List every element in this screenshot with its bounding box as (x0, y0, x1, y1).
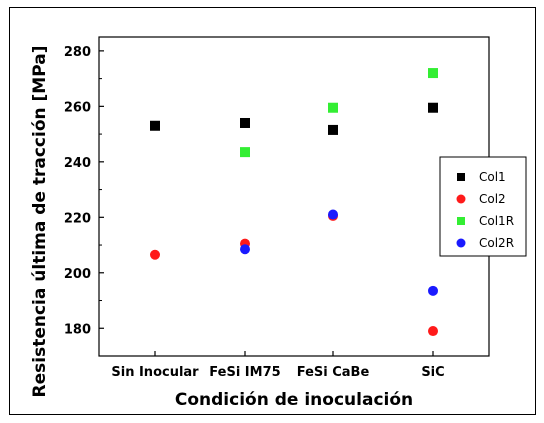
series-col1 (150, 102, 438, 135)
x-tick-label: SiC (421, 365, 444, 380)
y-axis: 180 200 220 240 260 280 (64, 45, 104, 337)
legend-marker-col2r (456, 238, 466, 248)
legend-marker-col2 (456, 194, 466, 204)
series-col2r (240, 209, 438, 296)
point-col1-sin-inocular (150, 120, 160, 131)
legend-label-col1r: Col1R (479, 214, 514, 228)
y-tick-label: 180 (64, 322, 91, 337)
point-col2r-fesi-im75 (240, 244, 250, 255)
x-axis-title: Condición de inoculación (175, 390, 413, 410)
series-col1r (240, 68, 438, 158)
plot-area (98, 36, 490, 357)
legend-label-col2: Col2 (479, 192, 506, 206)
legend-label-col1: Col1 (479, 170, 506, 184)
point-col2-sin-inocular (150, 249, 160, 260)
point-col2r-sic (428, 285, 438, 296)
y-tick-label: 200 (64, 267, 91, 282)
legend: Col1 Col2 Col1R Col2R (439, 156, 527, 257)
legend-box (439, 156, 527, 257)
series-col2 (150, 210, 438, 337)
point-col1-fesi-cabe (328, 124, 338, 135)
x-tick-label: FeSi CaBe (297, 365, 370, 380)
x-tick-label: FeSi IM75 (209, 365, 280, 380)
y-tick-label: 220 (64, 211, 91, 226)
x-tick-label: Sin Inocular (111, 365, 199, 380)
legend-marker-col1r (457, 217, 465, 225)
legend-marker-col1 (457, 173, 465, 181)
y-axis-title: Resistencia última de tracción [MPa] (30, 46, 50, 398)
data-points (150, 68, 438, 337)
point-col1r-sic (428, 68, 438, 79)
point-col2-sic (428, 326, 438, 337)
point-col1-fesi-im75 (240, 117, 250, 128)
point-col1-sic (428, 102, 438, 113)
legend-label-col2r: Col2R (479, 236, 514, 250)
point-col1r-fesi-im75 (240, 147, 250, 158)
y-tick-label: 240 (64, 156, 91, 171)
point-col2r-fesi-cabe (328, 209, 338, 220)
y-tick-label: 280 (64, 45, 91, 60)
y-tick-label: 260 (64, 100, 91, 115)
x-axis: Sin Inocular FeSi IM75 FeSi CaBe SiC (111, 351, 445, 380)
plot-frame (98, 36, 490, 357)
point-col1r-fesi-cabe (328, 102, 338, 113)
